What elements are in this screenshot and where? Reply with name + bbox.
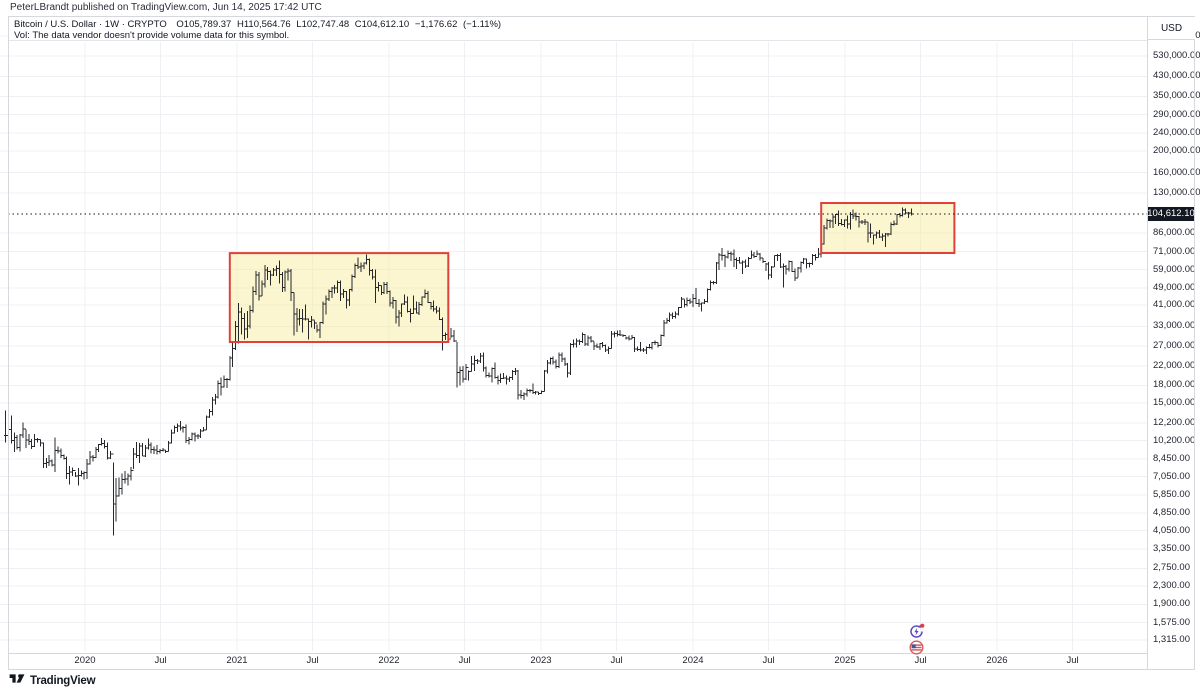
price-axis-label: 160,000.00 (1153, 166, 1200, 178)
price-axis-separator (1147, 16, 1148, 670)
price-axis[interactable]: 104,612.10 650,000.00530,000.00430,000.0… (1147, 16, 1200, 653)
time-axis-label: 2022 (378, 655, 400, 666)
tradingview-attribution[interactable]: TradingView (9, 672, 96, 690)
tradingview-logo-icon (9, 672, 26, 690)
price-axis-label: 290,000.00 (1153, 108, 1200, 120)
time-axis-separator (8, 653, 1147, 654)
sync-alert-icon[interactable] (908, 623, 925, 640)
ohlc-values: O105,789.37 H110,564.76 L102,747.48 C104… (176, 19, 502, 30)
consolidation-box-2025-fill[interactable] (821, 203, 955, 253)
time-axis-label: Jul (610, 655, 623, 666)
price-axis-label: 130,000.00 (1153, 186, 1200, 198)
last-price-tag: 104,612.10 (1147, 206, 1195, 221)
time-axis-label: Jul (154, 655, 167, 666)
price-axis-label: 49,000.00 (1153, 281, 1196, 293)
price-axis-label: 530,000.00 (1153, 49, 1200, 61)
time-axis-label: Jul (762, 655, 775, 666)
tradingview-brand-text: TradingView (30, 675, 96, 687)
time-axis-label: 2023 (530, 655, 552, 666)
legend: Bitcoin / U.S. Dollar · 1W · CRYPTO O105… (9, 17, 1147, 41)
time-axis-label: 2020 (74, 655, 96, 666)
price-axis-label: 1,575.00 (1153, 616, 1190, 628)
price-axis-label: 27,000.00 (1153, 339, 1196, 351)
price-axis-label: 5,850.00 (1153, 488, 1190, 500)
time-axis-label: 2025 (834, 655, 856, 666)
time-axis-label: Jul (458, 655, 471, 666)
price-axis-label: 4,850.00 (1153, 507, 1190, 519)
time-axis-label: Jul (306, 655, 319, 666)
price-axis-label: 7,050.00 (1153, 470, 1190, 482)
symbol-title: Bitcoin / U.S. Dollar · 1W · CRYPTO (14, 19, 167, 30)
price-axis-label: 2,300.00 (1153, 579, 1190, 591)
price-axis-label: 350,000.00 (1153, 90, 1200, 102)
price-axis-label: 8,450.00 (1153, 453, 1190, 464)
publish-info-text: PeterLBrandt published on TradingView.co… (10, 2, 322, 13)
price-axis-label: 86,000.00 (1153, 227, 1196, 238)
price-axis-label: 22,000.00 (1153, 359, 1196, 371)
price-axis-label: 33,000.00 (1153, 320, 1196, 332)
consolidation-box-2025-border[interactable] (820, 202, 956, 254)
price-axis-label: 59,000.00 (1153, 263, 1196, 275)
price-axis-label: 1,315.00 (1153, 634, 1190, 646)
price-axis-label: 1,900.00 (1153, 598, 1190, 610)
price-axis-label: 15,000.00 (1153, 397, 1196, 409)
publish-info: PeterLBrandt published on TradingView.co… (10, 2, 322, 13)
price-axis-label: 71,000.00 (1153, 245, 1196, 257)
currency-label: USD (1148, 17, 1195, 40)
price-chart-svg[interactable] (0, 16, 1147, 653)
weekly-ohlc-bars[interactable] (4, 207, 913, 536)
consolidation-box-2021-2022-fill[interactable] (229, 253, 449, 342)
price-axis-label: 4,050.00 (1153, 524, 1190, 536)
consolidation-box-2021-2022-border[interactable] (228, 252, 450, 344)
price-axis-label: 41,000.00 (1153, 299, 1196, 311)
grid-lines (0, 35, 1147, 651)
volume-note: Vol: The data vendor doesn't provide vol… (14, 30, 290, 41)
price-axis-label: 240,000.00 (1153, 127, 1200, 139)
price-axis-label: 12,200.00 (1153, 417, 1196, 429)
price-axis-label: 10,200.00 (1153, 434, 1196, 446)
time-axis-label: Jul (1066, 655, 1079, 666)
time-axis[interactable]: 2020 Jul 2021 Jul 2022 Jul 2023 Jul 2024 Jul 2025 J… (0, 655, 1147, 671)
time-axis-label: 2026 (986, 655, 1008, 666)
price-axis-label: 18,000.00 (1153, 379, 1196, 391)
price-axis-label: 200,000.00 (1153, 144, 1200, 156)
time-axis-label: Jul (914, 655, 927, 666)
time-axis-label: 2024 (682, 655, 704, 666)
price-axis-label: 2,750.00 (1153, 562, 1190, 574)
price-axis-label: 430,000.00 (1153, 70, 1200, 82)
price-axis-label: 3,350.00 (1153, 543, 1190, 555)
legend-line1: Bitcoin / U.S. Dollar · 1W · CRYPTO O105… (14, 19, 1147, 30)
us-flag-event-icon[interactable] (909, 640, 924, 655)
time-axis-label: 2021 (226, 655, 248, 666)
